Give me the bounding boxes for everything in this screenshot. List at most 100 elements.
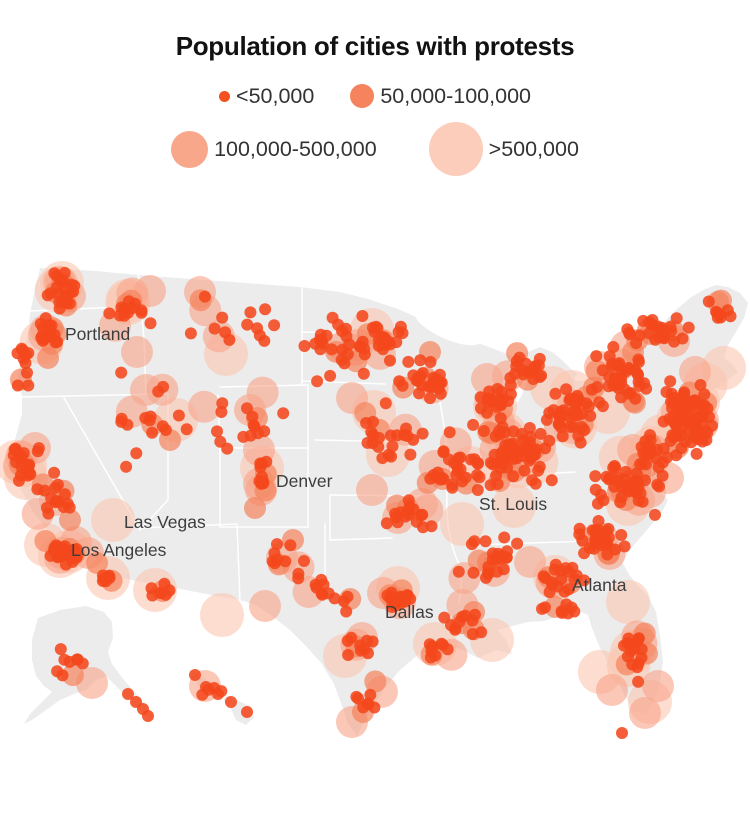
protest-city-dot [268,319,281,332]
protest-city-dot [668,409,681,422]
city-label-dallas: Dallas [385,602,434,622]
population-dot-medium-icon [350,84,375,108]
protest-city-dot [390,511,403,524]
protest-city-dot [625,645,637,657]
protest-city-dot [657,442,670,455]
protest-city-dot [309,337,322,350]
protest-city-dot [498,451,511,464]
protest-city-dot [122,295,135,308]
protest-city-dot [225,696,237,708]
protest-city-dot [693,411,706,424]
protest-city-dot [353,340,366,353]
protest-city-dot [570,396,583,409]
protest-city-dot [645,318,658,331]
protest-city-dot [591,497,604,510]
population-dot-large-icon [171,130,209,168]
legend-item-100k-500k: 100,000-500,000 [171,130,377,168]
protest-city-dot [258,334,271,347]
protest-city-dot [314,328,327,341]
protest-city-dot [492,484,536,528]
protest-city-dot [417,521,429,534]
protest-city-dot [622,485,635,498]
protest-city-dot [473,471,486,484]
protest-city-dot [315,573,328,586]
protest-city-dot [184,327,197,340]
protest-city-dot [91,498,135,542]
population-dot-small-icon [219,90,231,102]
protest-city-dot [380,517,393,530]
protest-city-dot [607,341,620,353]
protest-city-dot [386,440,399,453]
protest-city-dot [632,481,645,494]
protest-city-dot [443,426,456,439]
protest-city-dot [257,477,270,490]
protest-city-dot [172,409,185,422]
protest-city-dot [596,531,609,544]
protest-city-dot [467,418,480,431]
protest-city-dot [42,507,55,520]
protest-city-dot [568,605,581,618]
protest-city-dot [361,697,374,710]
legend-label-50k-100k: 50,000-100,000 [380,83,531,108]
protest-city-dot [284,539,297,552]
protest-city-dot [591,381,604,393]
protest-city-dot [246,376,279,409]
protest-city-dot [219,326,232,339]
protest-city-dot [345,631,358,644]
city-label-denver: Denver [276,471,333,491]
protest-city-dot [49,481,62,494]
protest-city-dot [564,420,576,433]
protest-city-dot [640,382,653,395]
protest-city-dot [292,567,305,580]
protest-city-dot [437,446,450,459]
protest-city-dot [536,602,548,615]
legend-item-50k-100k: 50,000-100,000 [350,84,531,109]
legend-row-2: 100,000-500,000 >500,000 [0,121,750,177]
protest-city-dot [357,367,370,380]
protest-city-dot [425,645,438,658]
protest-city-dot [568,573,581,586]
protest-city-dot [644,429,656,442]
city-label-portland: Portland [65,324,130,344]
protest-city-dot [670,449,683,462]
protest-city-dot [154,586,167,599]
protest-city-dot [475,626,488,639]
protest-city-dot [390,336,403,349]
protest-city-dot [43,321,56,334]
protest-city-dot [37,347,59,369]
legend-item-lt50k: <50,000 [219,84,314,109]
protest-city-dot [549,558,562,571]
protest-city-dot [241,318,254,331]
protest-city-dot [532,464,545,477]
protest-city-dot [424,356,437,368]
protest-city-dot [642,670,674,702]
protest-city-dot [497,563,510,576]
protest-city-dot [632,356,645,368]
protest-city-dot [277,407,290,420]
protest-city-dot [214,435,227,448]
protest-city-dot [360,634,373,647]
protest-city-dot [326,311,339,324]
protest-city-dot [215,685,228,698]
protest-city-dot [67,285,80,298]
protest-city-dot [576,534,589,547]
protest-city-dot [498,531,511,544]
protest-city-dot [664,375,677,388]
protest-city-dot [480,571,492,584]
protest-city-dot [354,644,367,657]
protest-city-dot [514,546,546,578]
protest-city-dot [641,447,654,460]
protest-city-dot [146,426,159,439]
protest-city-dot [63,655,76,668]
protest-city-dot [96,575,109,587]
protest-city-dot [608,460,621,472]
protest-city-dot [482,560,495,573]
protest-city-dot [11,379,24,392]
protest-city-dot [76,667,108,699]
protest-city-dot [144,317,157,330]
protest-city-dot [422,380,435,393]
protest-city-dot [635,643,648,656]
protest-city-dot [394,320,407,333]
